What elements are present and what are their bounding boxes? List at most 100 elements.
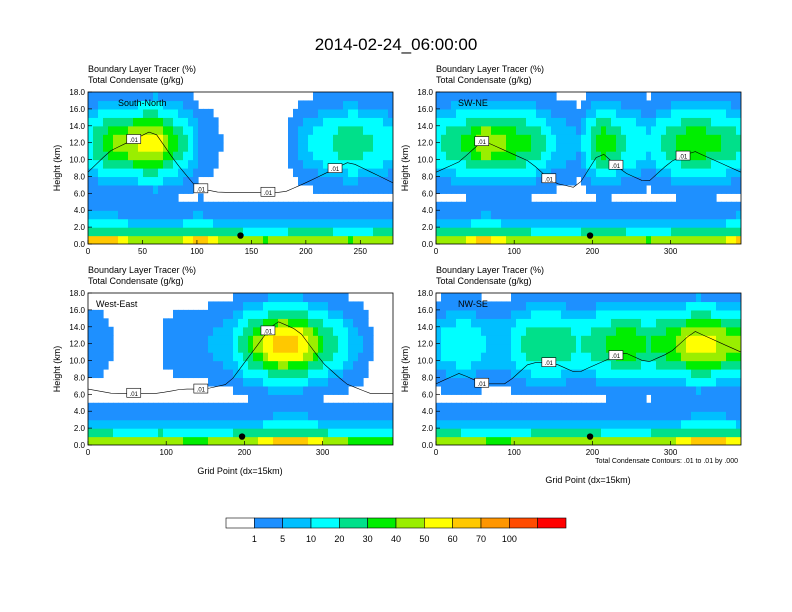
tracer-cell	[566, 309, 572, 319]
tracer-cell	[238, 343, 244, 353]
tracer-cell	[456, 318, 462, 328]
tracer-cell	[333, 235, 339, 244]
tracer-cell	[328, 369, 334, 379]
tracer-cell	[283, 411, 289, 421]
tracer-cell	[288, 201, 294, 211]
tracer-cell	[656, 326, 662, 336]
tracer-cell	[611, 227, 617, 237]
tracer-cell	[541, 142, 547, 152]
tracer-cell	[676, 343, 682, 353]
tracer-cell	[511, 210, 517, 220]
tracer-cell	[726, 235, 732, 244]
tracer-cell	[716, 402, 722, 412]
tracer-cell	[158, 428, 164, 438]
tracer-cell	[436, 108, 442, 118]
tracer-cell	[228, 318, 234, 328]
plot-frame	[435, 91, 742, 245]
tracer-cell	[571, 428, 577, 438]
colorbar-swatch	[509, 517, 538, 529]
tracer-cell	[541, 335, 547, 345]
tracer-cell	[298, 309, 304, 319]
tracer-cell	[288, 377, 294, 387]
tracer-cell	[731, 394, 737, 404]
tracer-cell	[656, 142, 662, 152]
y-tick-label: 16.0	[69, 306, 85, 315]
tracer-cell	[436, 318, 442, 328]
tracer-cell	[333, 108, 339, 118]
tracer-cell	[98, 235, 104, 244]
tracer-cell	[461, 235, 467, 244]
tracer-cell	[168, 193, 174, 203]
tracer-cell	[506, 402, 512, 412]
tracer-cell	[731, 142, 737, 152]
tracer-cell	[323, 343, 329, 353]
tracer-cell	[173, 92, 179, 102]
tracer-cell	[636, 117, 642, 127]
tracer-cell	[138, 142, 144, 152]
tracer-cell	[691, 309, 697, 319]
tracer-cell	[661, 309, 667, 319]
tracer-cell	[486, 309, 492, 319]
tracer-cell	[333, 184, 339, 194]
tracer-cell	[208, 227, 214, 237]
tracer-cell	[263, 301, 269, 311]
tracer-cell	[243, 301, 249, 311]
tracer-cell	[696, 360, 702, 370]
tracer-cell	[93, 92, 99, 102]
tracer-cell	[501, 377, 507, 387]
tracer-cell	[148, 184, 154, 194]
tracer-cell	[646, 318, 652, 328]
tracer-cell	[546, 377, 552, 387]
tracer-cell	[233, 436, 239, 445]
tracer-cell	[576, 293, 582, 303]
tracer-cell	[193, 235, 199, 244]
tracer-cell	[526, 428, 532, 438]
tracer-cell	[666, 201, 672, 211]
tracer-cell	[636, 159, 642, 169]
tracer-cell	[338, 227, 344, 237]
tracer-cell	[716, 168, 722, 178]
tracer-cell	[293, 151, 299, 161]
tracer-cell	[556, 176, 562, 186]
tracer-cell	[511, 193, 517, 203]
tracer-cell	[671, 352, 677, 362]
y-tick-label: 18.0	[417, 289, 433, 298]
tracer-cell	[248, 227, 254, 237]
tracer-cell	[676, 100, 682, 110]
tracer-cell	[656, 385, 662, 395]
tracer-cell	[536, 125, 542, 135]
tracer-cell	[233, 360, 239, 370]
tracer-cell	[646, 235, 652, 244]
tracer-cell	[223, 218, 229, 228]
tracer-cell	[158, 134, 164, 144]
tracer-cell	[178, 184, 184, 194]
tracer-cell	[178, 402, 184, 412]
tracer-cell	[388, 117, 393, 127]
tracer-cell	[446, 419, 452, 429]
tracer-cell	[343, 335, 349, 345]
tracer-cell	[506, 369, 512, 379]
tracer-cell	[521, 218, 527, 228]
tracer-cell	[248, 436, 254, 445]
tracer-cell	[506, 159, 512, 169]
tracer-cell	[621, 318, 627, 328]
tracer-cell	[318, 235, 324, 244]
tracer-cell	[736, 92, 741, 102]
tracer-cell	[258, 360, 264, 370]
tracer-cell	[521, 227, 527, 237]
tracer-cell	[383, 210, 389, 220]
tracer-cell	[636, 309, 642, 319]
tracer-cell	[323, 201, 329, 211]
tracer-cell	[696, 117, 702, 127]
tracer-cell	[481, 343, 487, 353]
tracer-cell	[626, 326, 632, 336]
tracer-cell	[476, 210, 482, 220]
tracer-cell	[363, 411, 369, 421]
tracer-cell	[626, 385, 632, 395]
tracer-cell	[566, 201, 572, 211]
tracer-cell	[323, 134, 329, 144]
tracer-cell	[596, 335, 602, 345]
tracer-cell	[343, 176, 349, 186]
tracer-cell	[328, 201, 334, 211]
tracer-cell	[273, 419, 279, 429]
